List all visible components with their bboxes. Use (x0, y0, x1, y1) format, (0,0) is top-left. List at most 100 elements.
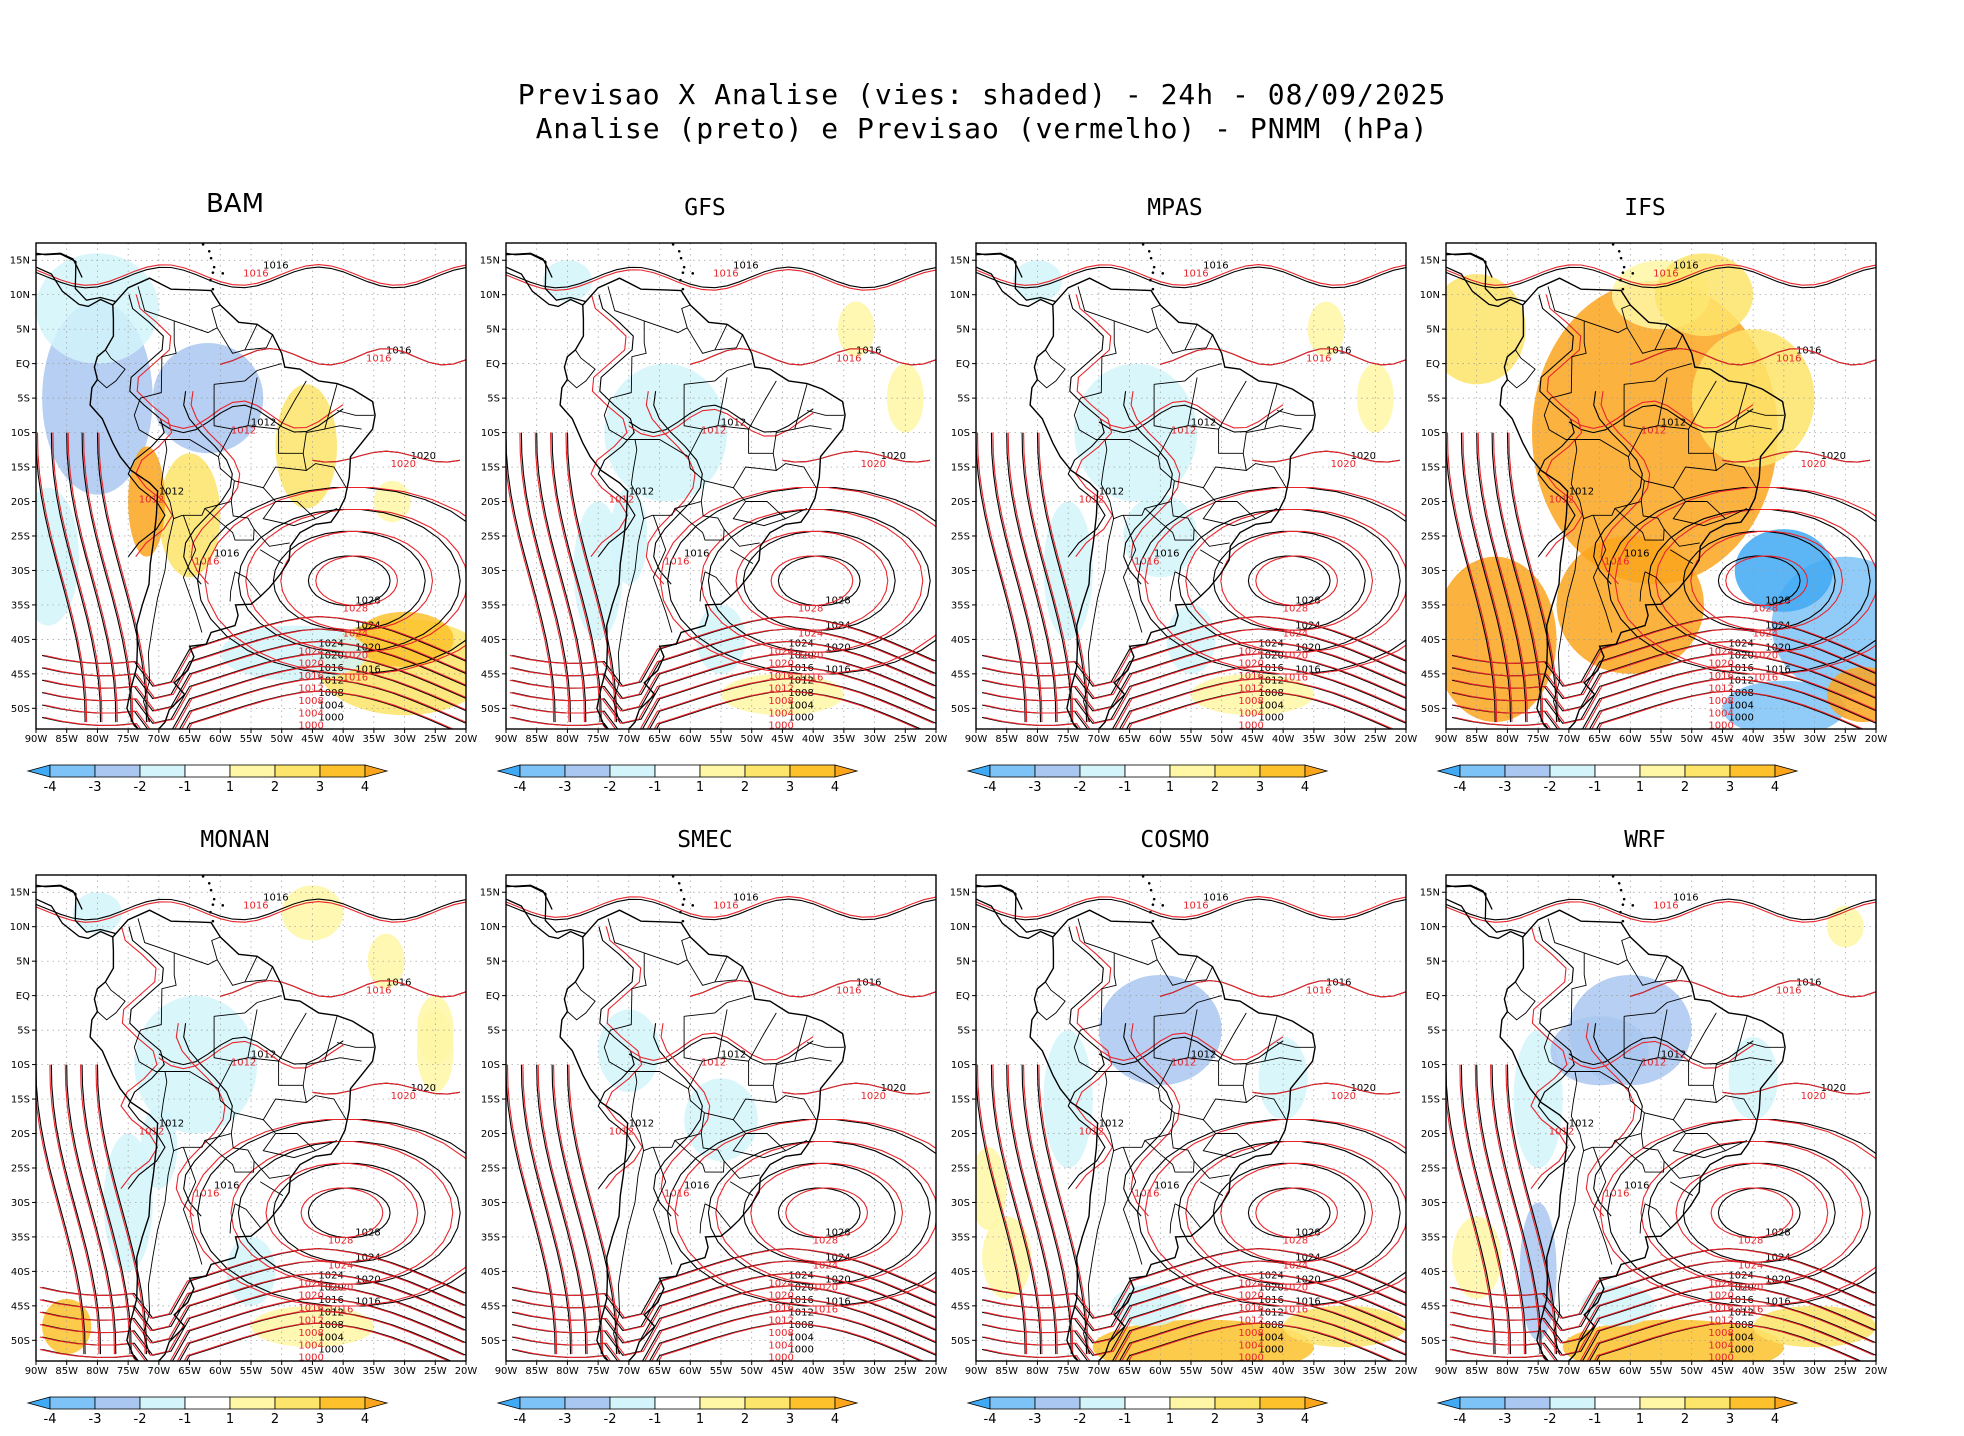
lat-tick-label: 35S (481, 600, 500, 611)
border (1169, 571, 1176, 602)
analysis-isobar (96, 432, 148, 723)
forecast-isobar (36, 901, 466, 923)
border (717, 380, 777, 430)
colorbar-label: -2 (604, 1412, 617, 1427)
isobar-label: 1016 (1728, 1295, 1753, 1306)
colorbar-label: 1 (226, 780, 234, 795)
colorbar-arrow-right (1304, 1396, 1329, 1410)
colorbar-label: 3 (316, 780, 324, 795)
isobar-label: 1024 (298, 1278, 323, 1289)
isobar-label: 1028 (1283, 1236, 1308, 1247)
border (732, 487, 808, 527)
forecast-isobar (280, 530, 434, 631)
lat-tick-label: 5N (486, 325, 500, 336)
forecast-isobar (770, 555, 854, 607)
analysis-isobar (272, 530, 426, 631)
colorbar-box (274, 1396, 321, 1410)
lon-tick-label: 30W (1803, 734, 1826, 745)
lon-tick-label: 55W (1650, 734, 1673, 745)
lat-tick-label: 50S (11, 704, 30, 715)
forecast-isobar (750, 1162, 904, 1263)
forecast-isobar (1007, 432, 1058, 723)
panel-map: 1028102410201016102410201016101210081004… (950, 874, 1417, 1427)
border (275, 1133, 316, 1152)
island (209, 910, 212, 914)
forecast-isobar (1252, 450, 1400, 463)
border (259, 1181, 284, 1196)
border (174, 304, 221, 334)
lon-tick-label: 20W (455, 734, 478, 745)
forecast-isobar (1098, 1032, 1284, 1061)
isobar-label: 1020 (391, 1091, 416, 1102)
isobar-label: 1024 (355, 1252, 380, 1263)
isobar-label: 1016 (1183, 269, 1208, 280)
colorbar-box (789, 764, 836, 778)
border (1187, 1012, 1247, 1062)
forecast-isobar (1454, 653, 1876, 724)
forecast-isobar (39, 1272, 465, 1344)
colorbar-box (1124, 764, 1171, 778)
border (1654, 334, 1683, 351)
coastline (506, 266, 584, 308)
lon-tick-label: 80W (1026, 734, 1049, 745)
colorbar-box (319, 1396, 366, 1410)
border (182, 515, 203, 633)
island (1151, 287, 1155, 291)
analysis-isobar (990, 1064, 1042, 1355)
panel-bam: BAM 1028 1024 1020 1016 1024 1020 1016 1012 1008 1… (0, 189, 478, 795)
analysis-isobar (1460, 1064, 1512, 1355)
colorbar-box (94, 764, 141, 778)
lon-tick-label: 40W (1742, 1366, 1765, 1377)
island (212, 265, 216, 269)
analysis-isobar (1476, 432, 1527, 723)
forecast-isobar (1144, 1118, 1406, 1307)
border (1144, 501, 1195, 541)
colorbar-box (1259, 1396, 1306, 1410)
isobar-label: 1016 (1238, 671, 1263, 682)
isobar-label: 1000 (788, 1345, 813, 1356)
border (1716, 1095, 1757, 1120)
border (806, 1042, 844, 1048)
isobar-label: 1012 (768, 684, 793, 695)
border (613, 518, 645, 723)
isobar-label: 1008 (768, 1328, 793, 1339)
panel-monan: MONAN 1028 1024 1020 1016 1024 1020 1016 1012 100… (0, 827, 478, 1427)
forecast-isobar (534, 432, 585, 723)
border (1639, 1203, 1646, 1234)
lon-tick-label: 65W (648, 1366, 671, 1377)
border (630, 1071, 705, 1152)
isobar-label: 1016 (664, 1189, 689, 1200)
isobar-label: 1012 (1238, 1316, 1263, 1327)
lat-tick-label: 15S (481, 1095, 500, 1106)
lat-tick-label: 40S (1421, 635, 1440, 646)
colorbar-box (139, 1396, 186, 1410)
lon-tick-label: 90W (1435, 1366, 1458, 1377)
border (729, 549, 754, 564)
forecast-isobar (1038, 1064, 1089, 1355)
colorbar-label: -1 (1589, 1412, 1602, 1427)
forecast-isobar (1144, 486, 1406, 675)
panel-mpas: MPAS 1028 1024 1020 1016 1024 1020 1016 1012 1008… (940, 195, 1418, 795)
border (1193, 1160, 1230, 1179)
border (687, 377, 728, 457)
island (1611, 243, 1615, 246)
isobar-label: 1016 (1753, 672, 1778, 683)
border (704, 1085, 777, 1121)
lon-tick-label: 60W (1149, 734, 1172, 745)
analysis-isobar (1537, 294, 1576, 558)
colorbar-label: 4 (1771, 780, 1779, 795)
forecast-isobar (782, 1082, 930, 1095)
analysis-isobar (66, 1064, 117, 1355)
coastline (559, 909, 846, 1361)
forecast-isobar (1477, 432, 1528, 723)
colorbar-label: -2 (1074, 1412, 1087, 1427)
border (717, 1012, 777, 1062)
colorbar-box (184, 764, 231, 778)
lon-tick-label: 40W (1272, 1366, 1295, 1377)
border (1202, 1119, 1278, 1159)
isobar-label: 1020 (1283, 1282, 1308, 1293)
colorbar-arrow-left (496, 1396, 521, 1410)
lat-tick-label: 25S (481, 1163, 500, 1174)
forecast-isobar (509, 678, 935, 729)
coastline (1010, 205, 1073, 227)
